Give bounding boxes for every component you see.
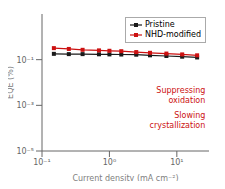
svg-text:10⁻¹: 10⁻¹ — [16, 56, 34, 65]
svg-text:10¹: 10¹ — [170, 158, 183, 167]
svg-text:10⁻⁵: 10⁻⁵ — [16, 147, 34, 156]
html-text:Slowing crystallization: Slowing crystallization — [149, 110, 206, 130]
svg-text:Current density (mA cm⁻²): Current density (mA cm⁻²) — [72, 174, 178, 181]
html-text:Suppressing oxidation: Suppressing oxidation — [156, 86, 206, 106]
svg-text:10⁻³: 10⁻³ — [16, 101, 34, 110]
html-text:NHD-modified: NHD-modified — [144, 30, 201, 39]
svg-text:EQE (%): EQE (%) — [8, 66, 15, 99]
svg-text:10⁻¹: 10⁻¹ — [33, 158, 51, 167]
html-text:Pristine: Pristine — [144, 20, 175, 29]
svg-text:10⁰: 10⁰ — [103, 158, 116, 167]
